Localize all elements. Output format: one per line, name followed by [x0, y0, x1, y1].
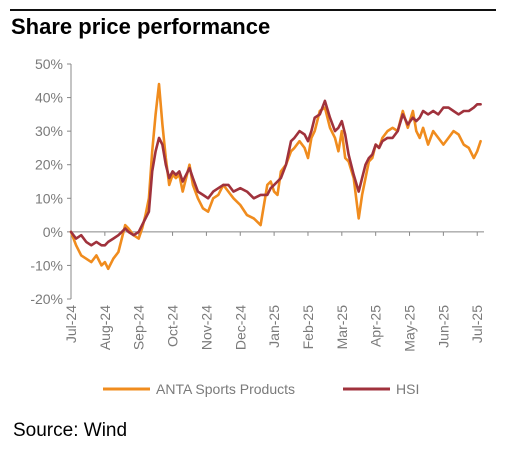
y-tick-label: 50%: [35, 56, 63, 72]
y-tick-label: 10%: [35, 190, 63, 206]
x-tick-label: Mar-25: [334, 305, 350, 350]
x-tick-label: May-25: [402, 305, 418, 352]
title-rule: [10, 9, 496, 11]
y-tick-label: -10%: [30, 257, 63, 273]
source-note: Source: Wind: [13, 420, 128, 441]
x-tick-label: Jul-25: [469, 305, 485, 343]
x-tick-label: Oct-24: [165, 305, 181, 347]
x-tick-label: Jul-24: [63, 305, 79, 343]
y-tick-label: 0%: [43, 224, 63, 240]
chart-axes: 50% 40% 30% 20% 10% 0% -10% -20%Jul-24 Aug-24 Sep…: [30, 56, 485, 352]
series-layer: [69, 82, 482, 271]
x-tick-label: Sep-24: [131, 305, 147, 350]
series-line-anta: [69, 82, 482, 271]
y-tick-label: 20%: [35, 157, 63, 173]
series-line-hsi: [69, 99, 482, 247]
x-tick-label: Jun-25: [435, 305, 451, 348]
x-tick-label: Dec-24: [232, 305, 248, 350]
y-tick-label: -20%: [30, 291, 63, 307]
page-title: Share price performance: [11, 14, 271, 39]
x-tick-label: Apr-25: [368, 305, 384, 347]
x-tick-label: Feb-25: [300, 305, 316, 350]
x-tick-label: Aug-24: [97, 305, 113, 350]
x-tick-label: Jan-25: [266, 305, 282, 348]
y-tick-label: 30%: [35, 123, 63, 139]
legend-label: HSI: [396, 381, 419, 397]
chart-legend: ANTA Sports Products HSI: [103, 381, 419, 397]
y-tick-label: 40%: [35, 90, 63, 106]
legend-label: ANTA Sports Products: [156, 381, 295, 397]
x-tick-label: Nov-24: [198, 305, 214, 350]
